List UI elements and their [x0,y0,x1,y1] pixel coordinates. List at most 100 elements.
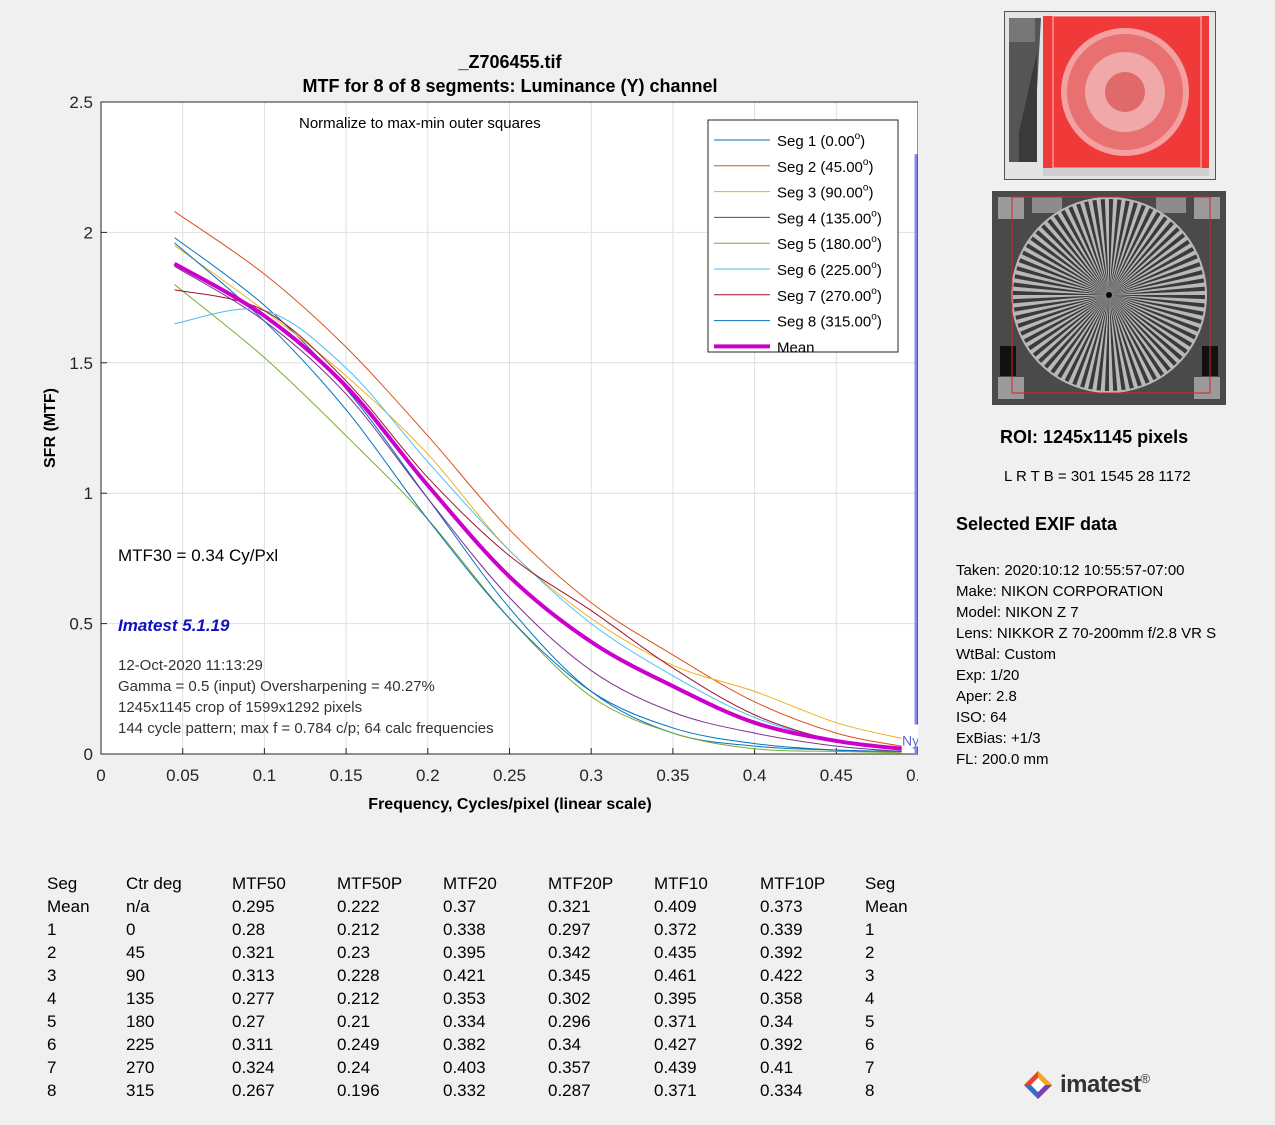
table-cell: 3 [47,966,57,985]
star-spoke [1109,211,1161,295]
table-cell: 1 [47,920,57,939]
star-spoke [1109,286,1205,295]
table-cell: 7 [865,1058,875,1077]
x-tick-label: 0.2 [416,766,440,785]
star-spoke [1109,295,1188,354]
star-spoke [1021,250,1109,295]
table-cell: 225 [126,1035,155,1054]
star-spoke [1109,295,1205,308]
star-spoke [1050,295,1109,374]
x-tick-label: 0.15 [330,766,363,785]
star-spoke [1013,295,1109,304]
table-cell: 0.339 [760,920,803,939]
star-spoke [1109,262,1201,295]
exif-line: Make: NIKON CORPORATION [956,583,1164,600]
star-spoke [1025,243,1109,295]
legend-label: Seg 5 (180.00o) [777,234,882,253]
series-line-2 [174,211,902,747]
legend-label: Seg 2 (45.00o) [777,157,873,176]
star-spoke [1038,295,1109,363]
star-spoke [1100,199,1109,295]
table-cell: 0.338 [443,920,486,939]
star-spoke [1041,224,1109,295]
table-cell: 2 [865,943,875,962]
star-spoke [1072,295,1109,386]
full-frame-thumbnail [1004,11,1216,180]
table-cell: MTF20 [443,874,497,893]
exif-line: WtBal: Custom [956,646,1057,663]
series-line-5 [174,284,902,754]
table-cell: 0.461 [654,966,697,985]
star-spoke [1109,202,1138,295]
table-cell: 0.395 [443,943,486,962]
star-spoke [1109,295,1157,381]
star-spoke [1104,295,1109,391]
table-cell: 0.27 [232,1012,266,1031]
info-line: 144 cycle pattern; max f = 0.784 c/p; 64… [118,720,494,737]
table-cell: 0.302 [548,989,591,1008]
legend-label: Seg 6 (225.00o) [777,260,882,279]
table-cell: 0.403 [443,1058,486,1077]
star-spoke [1013,295,1109,312]
star-spoke [1109,295,1204,316]
table-cell: 6 [865,1035,875,1054]
star-spoke [1028,295,1109,351]
table-cell: 0.435 [654,943,697,962]
table-cell: 0.311 [232,1035,274,1054]
star-spoke [1109,295,1177,366]
table-cell: 5 [865,1012,875,1031]
table-cell: 7 [47,1058,57,1077]
x-tick-label: 0.5 [906,766,918,785]
roi-title: ROI: 1245x1145 pixels [1000,427,1189,447]
table-cell: 0.34 [548,1035,582,1054]
table-cell: 0.196 [337,1081,380,1100]
nyquist-label: Nyq [902,733,918,749]
star-spoke [1109,200,1130,295]
star-spoke [1109,247,1195,295]
table-cell: 0.41 [760,1058,794,1077]
star-spoke [1109,295,1165,376]
table-cell: MTF10 [654,874,708,893]
table-cell: 0.358 [760,989,803,1008]
exif-line: FL: 200.0 mm [956,751,1049,768]
exif-title: Selected EXIF data [956,514,1118,534]
star-spoke [1016,266,1109,295]
table-cell: 270 [126,1058,155,1077]
star-spoke [1092,199,1109,295]
star-spoke [1015,295,1109,320]
table-cell: 0.357 [548,1058,591,1077]
star-spoke [1047,218,1109,295]
star-spoke [1013,290,1109,295]
star-spoke [1109,295,1205,300]
star-spoke [1044,295,1109,369]
y-tick-label: 0.5 [69,615,93,634]
table-cell: 0.297 [548,920,591,939]
star-spoke [1014,274,1109,295]
roi-thumbnail [992,191,1226,405]
table-cell: 0.295 [232,897,275,916]
star-spoke [1096,295,1109,391]
x-tick-label: 0.4 [743,766,767,785]
table-cell: 2 [47,943,57,962]
table-cell: MTF10P [760,874,826,893]
star-spoke [1109,295,1126,391]
mtf30-label: MTF30 = 0.34 Cy/Pxl [118,546,278,565]
legend-label: Seg 1 (0.00o) [777,131,865,150]
exif-line: ExBias: +1/3 [956,730,1041,747]
legend-box [707,119,899,353]
series-line-9 [173,261,902,751]
star-spoke [1109,295,1193,347]
star-spoke [1080,295,1109,388]
star-spoke [1035,230,1109,295]
table-cell: 0.409 [654,897,697,916]
star-spoke [1109,254,1198,295]
star-spoke [1109,295,1134,389]
table-cell: 0.34 [760,1012,794,1031]
star-spoke [1109,295,1202,324]
star-spoke [1032,295,1109,357]
table-cell: 0.222 [337,897,380,916]
table-cell: 0.28 [232,920,266,939]
table-cell: 0.249 [337,1035,380,1054]
table-cell: 180 [126,1012,155,1031]
info-line: 12-Oct-2020 11:13:29 [118,657,263,674]
